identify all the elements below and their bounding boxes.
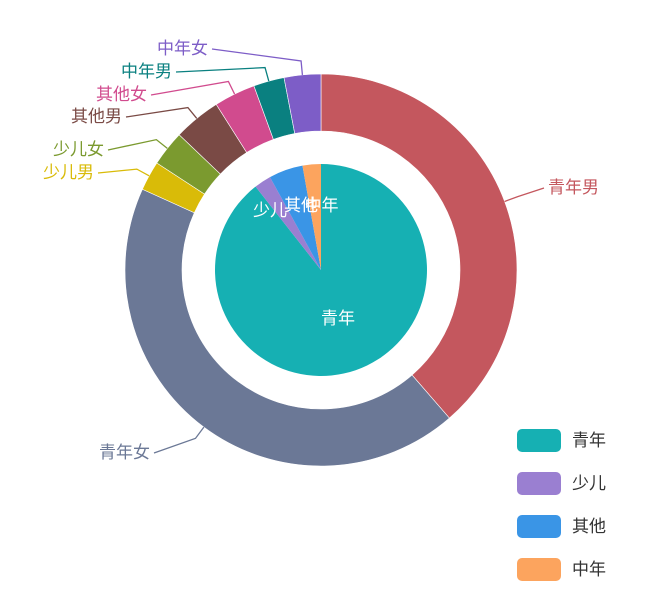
legend-item-2[interactable]: 其他 <box>517 515 606 538</box>
outer-label-line-0 <box>504 187 545 203</box>
outer-label-line-2 <box>97 168 150 177</box>
outer-slice-label-7: 中年女 <box>157 39 208 59</box>
outer-label-line-1 <box>153 426 205 454</box>
outer-slice-0[interactable] <box>320 73 518 419</box>
legend-swatch-0 <box>517 429 561 452</box>
legend-label-2: 其他 <box>572 517 606 537</box>
legend-label-0: 青年 <box>572 431 606 451</box>
outer-label-line-7 <box>211 48 304 75</box>
inner-slice-2[interactable] <box>269 165 321 270</box>
legend-item-1[interactable]: 少儿 <box>517 472 606 495</box>
outer-slice-label-5: 其他女 <box>96 85 147 105</box>
outer-slice-label-6: 中年男 <box>121 62 172 82</box>
outer-slice-label-0: 青年男 <box>548 178 599 198</box>
legend-label-3: 中年 <box>572 560 606 580</box>
outer-slice-label-4: 其他男 <box>71 107 122 127</box>
legend-swatch-1 <box>517 472 561 495</box>
outer-label-line-4 <box>125 106 198 119</box>
legend-item-0[interactable]: 青年 <box>517 429 606 452</box>
outer-ring <box>124 73 518 467</box>
outer-label-line-3 <box>107 138 168 151</box>
outer-slice-label-2: 少儿男 <box>43 163 94 183</box>
inner-slice-label-1: 少儿 <box>253 201 287 221</box>
inner-slice-1[interactable] <box>255 177 321 270</box>
legend-item-3[interactable]: 中年 <box>517 558 606 581</box>
outer-slice-label-1: 青年女 <box>99 443 150 463</box>
inner-pie <box>215 164 427 376</box>
legend-swatch-2 <box>517 515 561 538</box>
inner-slice-label-0: 青年 <box>321 309 355 329</box>
legend-label-1: 少儿 <box>572 474 606 494</box>
outer-label-line-6 <box>175 66 270 82</box>
inner-slice-3[interactable] <box>302 164 321 270</box>
outer-slice-7[interactable] <box>283 73 322 134</box>
outer-label-line-5 <box>150 80 236 96</box>
inner-slice-label-2: 其他 <box>284 196 318 216</box>
inner-slice-label-3: 中年 <box>305 196 339 216</box>
legend-swatch-3 <box>517 558 561 581</box>
outer-slice-label-3: 少儿女 <box>53 140 104 160</box>
outer-slice-1[interactable] <box>124 188 450 467</box>
